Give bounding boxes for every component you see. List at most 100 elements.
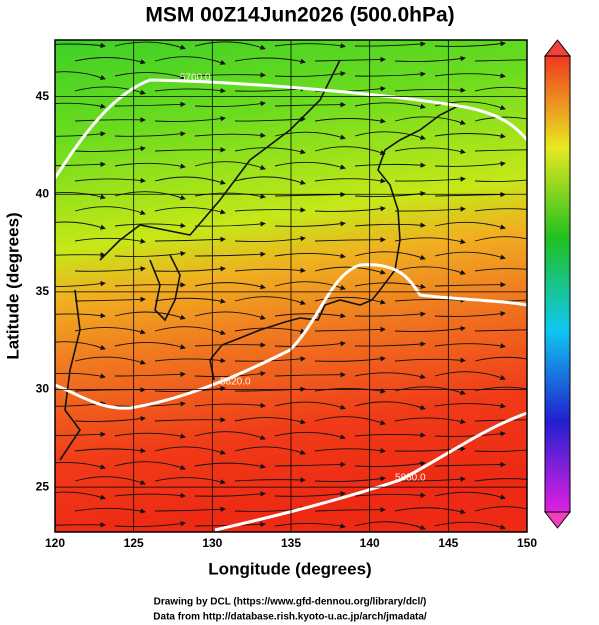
streamline <box>474 356 527 362</box>
title: MSM 00Z14Jun2026 (500.0hPa) <box>145 4 454 27</box>
streamline <box>114 371 186 378</box>
streamline <box>274 43 346 49</box>
streamline <box>154 357 226 364</box>
streamline <box>274 371 346 378</box>
streamline <box>74 476 146 485</box>
streamline <box>274 131 346 140</box>
streamline <box>474 86 527 92</box>
streamline <box>434 521 506 530</box>
streamline <box>114 41 186 50</box>
streamline <box>274 101 346 108</box>
streamline <box>274 522 346 529</box>
streamline <box>154 56 226 65</box>
streamline <box>234 327 306 334</box>
plot-frame <box>54 39 528 533</box>
streamline <box>274 281 346 290</box>
streamline <box>474 149 527 152</box>
streamline <box>434 251 506 260</box>
footer: Data from http://database.rish.kyoto-u.a… <box>153 612 427 623</box>
contours <box>55 78 527 532</box>
footer: Drawing by DCL (https://www.gfd-dennou.o… <box>154 597 427 608</box>
streamline <box>394 176 466 182</box>
streamline <box>114 461 186 470</box>
streamline <box>55 42 106 49</box>
coast <box>99 59 341 261</box>
streamline <box>354 71 426 77</box>
colorbar-body <box>544 55 571 513</box>
streamline <box>114 250 186 257</box>
streamline <box>194 431 266 440</box>
streamline <box>354 41 426 47</box>
streamline <box>274 401 346 410</box>
streamline <box>55 192 106 200</box>
x-tick-label: 135 <box>281 536 301 550</box>
streamline <box>194 491 266 497</box>
streamline <box>314 447 386 454</box>
streamline <box>114 162 186 169</box>
streamline <box>354 251 426 260</box>
streamline <box>114 492 186 499</box>
streamline <box>55 252 106 258</box>
streamline <box>55 522 106 528</box>
streamline <box>314 356 386 362</box>
streamline <box>55 431 106 438</box>
streamline <box>274 341 346 347</box>
streamline <box>394 417 466 425</box>
streamline <box>274 221 346 227</box>
colorbar-max <box>543 39 572 57</box>
streamline <box>194 221 266 227</box>
streamline <box>194 462 266 469</box>
y-label: Latitude (degrees) <box>3 212 22 359</box>
streamline <box>114 311 186 320</box>
streamline <box>74 266 146 272</box>
streamline <box>55 491 106 500</box>
coast <box>209 289 381 381</box>
streamline <box>234 116 306 122</box>
streamline <box>194 72 266 78</box>
streamline <box>314 326 386 333</box>
contour-line <box>214 411 527 532</box>
streamline <box>74 145 146 152</box>
streamline <box>74 296 146 303</box>
streamline <box>194 161 266 170</box>
streamline <box>314 416 386 425</box>
streamline <box>234 57 306 64</box>
streamline <box>394 147 466 155</box>
streamline <box>154 147 226 153</box>
streamline <box>354 521 426 530</box>
streamline <box>394 266 466 275</box>
streamline <box>274 491 346 497</box>
streamline <box>74 177 146 184</box>
colorbar-min <box>543 511 572 529</box>
streamline <box>74 57 146 65</box>
streamline <box>154 326 226 335</box>
streamline <box>394 116 466 125</box>
streamline <box>55 131 106 137</box>
streamline <box>274 461 346 468</box>
streamline <box>154 236 226 243</box>
y-tick-label: 30 <box>36 382 50 396</box>
streamline <box>55 461 106 470</box>
streamline <box>354 341 426 347</box>
streamline <box>394 507 466 515</box>
streamline <box>474 449 527 452</box>
streamline <box>114 401 186 407</box>
x-label: Longitude (degrees) <box>208 559 371 578</box>
streamline <box>234 296 306 305</box>
streamline <box>394 446 466 452</box>
streamline <box>55 71 106 80</box>
streamline <box>234 267 306 274</box>
streamline <box>194 342 266 348</box>
streamline <box>154 87 226 94</box>
streamline <box>474 329 527 332</box>
streamline <box>434 41 506 47</box>
streamline <box>274 313 346 319</box>
colorbar <box>543 39 572 529</box>
streamline <box>154 266 226 272</box>
streamline <box>434 371 506 380</box>
streamline <box>434 403 506 409</box>
streamline <box>354 222 426 228</box>
streamline <box>234 417 306 425</box>
streamline <box>354 102 426 110</box>
streamline <box>474 59 527 62</box>
